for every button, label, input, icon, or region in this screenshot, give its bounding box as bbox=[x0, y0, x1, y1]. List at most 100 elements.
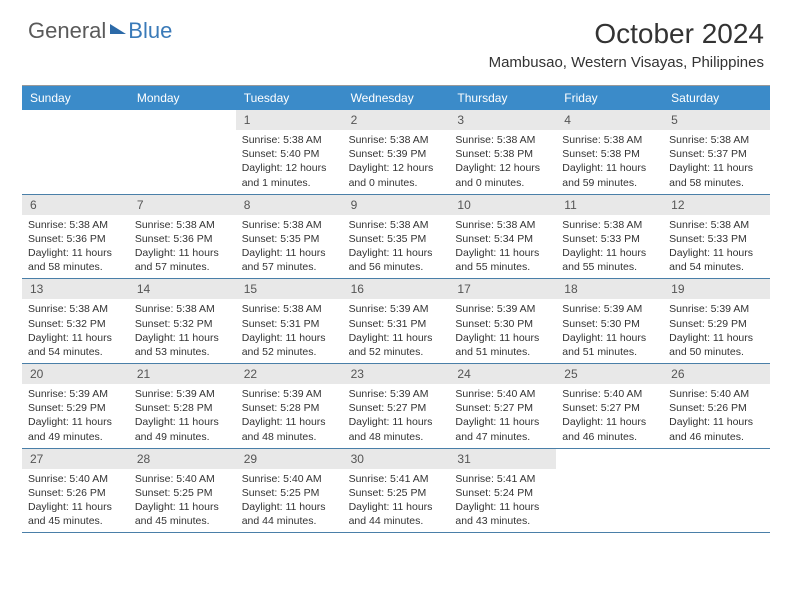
day-cell-body: Sunrise: 5:38 AMSunset: 5:36 PMDaylight:… bbox=[129, 215, 236, 279]
day-cell: 16Sunrise: 5:39 AMSunset: 5:31 PMDayligh… bbox=[343, 279, 450, 363]
daylight-text: Daylight: 11 hours and 51 minutes. bbox=[455, 331, 550, 359]
calendar: SundayMondayTuesdayWednesdayThursdayFrid… bbox=[22, 85, 770, 533]
sunset-text: Sunset: 5:35 PM bbox=[242, 232, 337, 246]
date-number: 19 bbox=[663, 279, 770, 299]
daylight-text: Daylight: 11 hours and 53 minutes. bbox=[135, 331, 230, 359]
day-cell: 22Sunrise: 5:39 AMSunset: 5:28 PMDayligh… bbox=[236, 364, 343, 448]
empty-cell bbox=[22, 110, 129, 194]
header: General Blue October 2024 Mambusao, West… bbox=[0, 0, 792, 79]
sunrise-text: Sunrise: 5:38 AM bbox=[669, 218, 764, 232]
daylight-text: Daylight: 11 hours and 50 minutes. bbox=[669, 331, 764, 359]
daylight-text: Daylight: 11 hours and 44 minutes. bbox=[242, 500, 337, 528]
date-number: 4 bbox=[556, 110, 663, 130]
sunset-text: Sunset: 5:32 PM bbox=[28, 317, 123, 331]
sunset-text: Sunset: 5:24 PM bbox=[455, 486, 550, 500]
daylight-text: Daylight: 11 hours and 54 minutes. bbox=[28, 331, 123, 359]
day-cell-body: Sunrise: 5:38 AMSunset: 5:34 PMDaylight:… bbox=[449, 215, 556, 279]
date-number: 5 bbox=[663, 110, 770, 130]
day-header-cell: Sunday bbox=[22, 86, 129, 110]
date-number: 12 bbox=[663, 195, 770, 215]
week-row: 20Sunrise: 5:39 AMSunset: 5:29 PMDayligh… bbox=[22, 364, 770, 449]
day-header-cell: Saturday bbox=[663, 86, 770, 110]
day-cell: 5Sunrise: 5:38 AMSunset: 5:37 PMDaylight… bbox=[663, 110, 770, 194]
date-number: 28 bbox=[129, 449, 236, 469]
day-cell: 24Sunrise: 5:40 AMSunset: 5:27 PMDayligh… bbox=[449, 364, 556, 448]
daylight-text: Daylight: 11 hours and 48 minutes. bbox=[349, 415, 444, 443]
logo-text-blue: Blue bbox=[128, 18, 172, 44]
day-cell-body: Sunrise: 5:39 AMSunset: 5:30 PMDaylight:… bbox=[556, 299, 663, 363]
day-cell: 18Sunrise: 5:39 AMSunset: 5:30 PMDayligh… bbox=[556, 279, 663, 363]
daylight-text: Daylight: 12 hours and 0 minutes. bbox=[455, 161, 550, 189]
sunset-text: Sunset: 5:35 PM bbox=[349, 232, 444, 246]
date-number: 29 bbox=[236, 449, 343, 469]
day-cell: 4Sunrise: 5:38 AMSunset: 5:38 PMDaylight… bbox=[556, 110, 663, 194]
day-cell: 20Sunrise: 5:39 AMSunset: 5:29 PMDayligh… bbox=[22, 364, 129, 448]
sunrise-text: Sunrise: 5:38 AM bbox=[242, 133, 337, 147]
sunset-text: Sunset: 5:36 PM bbox=[135, 232, 230, 246]
day-header-cell: Wednesday bbox=[343, 86, 450, 110]
day-cell-body: Sunrise: 5:41 AMSunset: 5:25 PMDaylight:… bbox=[343, 469, 450, 533]
day-cell-body: Sunrise: 5:41 AMSunset: 5:24 PMDaylight:… bbox=[449, 469, 556, 533]
day-cell-body: Sunrise: 5:39 AMSunset: 5:31 PMDaylight:… bbox=[343, 299, 450, 363]
week-row: 13Sunrise: 5:38 AMSunset: 5:32 PMDayligh… bbox=[22, 279, 770, 364]
sunrise-text: Sunrise: 5:40 AM bbox=[455, 387, 550, 401]
day-cell: 25Sunrise: 5:40 AMSunset: 5:27 PMDayligh… bbox=[556, 364, 663, 448]
day-cell-body: Sunrise: 5:40 AMSunset: 5:25 PMDaylight:… bbox=[236, 469, 343, 533]
day-header-cell: Thursday bbox=[449, 86, 556, 110]
day-cell-body: Sunrise: 5:38 AMSunset: 5:38 PMDaylight:… bbox=[449, 130, 556, 194]
day-cell: 21Sunrise: 5:39 AMSunset: 5:28 PMDayligh… bbox=[129, 364, 236, 448]
logo: General Blue bbox=[28, 18, 172, 44]
day-cell-body: Sunrise: 5:40 AMSunset: 5:27 PMDaylight:… bbox=[556, 384, 663, 448]
day-cell: 28Sunrise: 5:40 AMSunset: 5:25 PMDayligh… bbox=[129, 449, 236, 533]
day-cell-body: Sunrise: 5:40 AMSunset: 5:27 PMDaylight:… bbox=[449, 384, 556, 448]
daylight-text: Daylight: 11 hours and 45 minutes. bbox=[28, 500, 123, 528]
sunset-text: Sunset: 5:27 PM bbox=[562, 401, 657, 415]
day-cell: 1Sunrise: 5:38 AMSunset: 5:40 PMDaylight… bbox=[236, 110, 343, 194]
day-header-cell: Tuesday bbox=[236, 86, 343, 110]
calendar-body: 1Sunrise: 5:38 AMSunset: 5:40 PMDaylight… bbox=[22, 110, 770, 533]
daylight-text: Daylight: 11 hours and 57 minutes. bbox=[135, 246, 230, 274]
sunrise-text: Sunrise: 5:38 AM bbox=[28, 218, 123, 232]
daylight-text: Daylight: 11 hours and 49 minutes. bbox=[28, 415, 123, 443]
sunrise-text: Sunrise: 5:38 AM bbox=[669, 133, 764, 147]
day-cell: 3Sunrise: 5:38 AMSunset: 5:38 PMDaylight… bbox=[449, 110, 556, 194]
daylight-text: Daylight: 11 hours and 44 minutes. bbox=[349, 500, 444, 528]
sunset-text: Sunset: 5:32 PM bbox=[135, 317, 230, 331]
date-number: 7 bbox=[129, 195, 236, 215]
sunrise-text: Sunrise: 5:38 AM bbox=[28, 302, 123, 316]
day-cell: 15Sunrise: 5:38 AMSunset: 5:31 PMDayligh… bbox=[236, 279, 343, 363]
sunrise-text: Sunrise: 5:38 AM bbox=[562, 133, 657, 147]
sunset-text: Sunset: 5:39 PM bbox=[349, 147, 444, 161]
sunrise-text: Sunrise: 5:39 AM bbox=[669, 302, 764, 316]
day-cell-body: Sunrise: 5:40 AMSunset: 5:26 PMDaylight:… bbox=[22, 469, 129, 533]
sunset-text: Sunset: 5:25 PM bbox=[135, 486, 230, 500]
day-cell: 12Sunrise: 5:38 AMSunset: 5:33 PMDayligh… bbox=[663, 195, 770, 279]
sunrise-text: Sunrise: 5:39 AM bbox=[562, 302, 657, 316]
date-number: 14 bbox=[129, 279, 236, 299]
day-cell: 29Sunrise: 5:40 AMSunset: 5:25 PMDayligh… bbox=[236, 449, 343, 533]
day-cell-body: Sunrise: 5:38 AMSunset: 5:35 PMDaylight:… bbox=[343, 215, 450, 279]
day-cell: 8Sunrise: 5:38 AMSunset: 5:35 PMDaylight… bbox=[236, 195, 343, 279]
day-cell-body: Sunrise: 5:38 AMSunset: 5:33 PMDaylight:… bbox=[556, 215, 663, 279]
sunset-text: Sunset: 5:27 PM bbox=[455, 401, 550, 415]
sunrise-text: Sunrise: 5:38 AM bbox=[455, 218, 550, 232]
day-header-cell: Monday bbox=[129, 86, 236, 110]
daylight-text: Daylight: 11 hours and 55 minutes. bbox=[562, 246, 657, 274]
day-cell-body: Sunrise: 5:38 AMSunset: 5:38 PMDaylight:… bbox=[556, 130, 663, 194]
date-number: 24 bbox=[449, 364, 556, 384]
date-number: 21 bbox=[129, 364, 236, 384]
daylight-text: Daylight: 11 hours and 57 minutes. bbox=[242, 246, 337, 274]
date-number: 10 bbox=[449, 195, 556, 215]
day-cell: 30Sunrise: 5:41 AMSunset: 5:25 PMDayligh… bbox=[343, 449, 450, 533]
empty-cell bbox=[556, 449, 663, 533]
sunrise-text: Sunrise: 5:39 AM bbox=[455, 302, 550, 316]
day-cell-body: Sunrise: 5:38 AMSunset: 5:33 PMDaylight:… bbox=[663, 215, 770, 279]
sunrise-text: Sunrise: 5:39 AM bbox=[349, 302, 444, 316]
week-row: 27Sunrise: 5:40 AMSunset: 5:26 PMDayligh… bbox=[22, 449, 770, 534]
sunset-text: Sunset: 5:25 PM bbox=[349, 486, 444, 500]
day-cell-body: Sunrise: 5:38 AMSunset: 5:31 PMDaylight:… bbox=[236, 299, 343, 363]
daylight-text: Daylight: 11 hours and 45 minutes. bbox=[135, 500, 230, 528]
date-number: 11 bbox=[556, 195, 663, 215]
daylight-text: Daylight: 11 hours and 49 minutes. bbox=[135, 415, 230, 443]
sunrise-text: Sunrise: 5:38 AM bbox=[242, 302, 337, 316]
